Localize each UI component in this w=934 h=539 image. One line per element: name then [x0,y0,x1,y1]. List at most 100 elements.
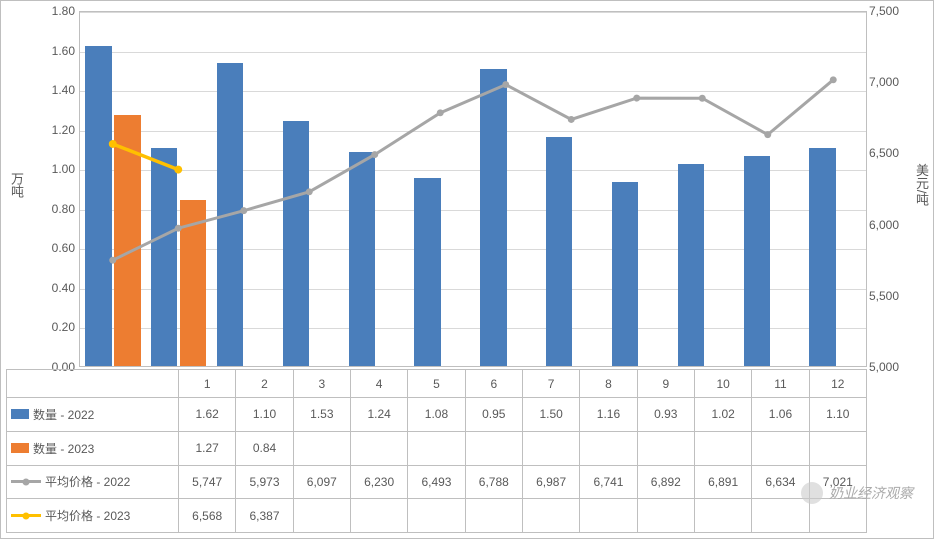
legend-cell-price2023: 平均价格 - 2023 [7,499,179,533]
right-tick: 6,500 [869,146,911,160]
data-cell: 1.24 [350,398,407,432]
data-cell [408,431,465,465]
marker-price2022 [764,131,771,138]
col-header: 11 [752,370,809,398]
col-header: 5 [408,370,465,398]
left-tick: 1.00 [33,162,75,176]
data-cell [637,431,694,465]
data-cell: 1.02 [694,398,751,432]
data-cell: 0.95 [465,398,522,432]
data-cell [752,431,809,465]
data-cell: 1.27 [179,431,236,465]
data-cell: 6,097 [293,465,350,499]
col-header: 7 [522,370,579,398]
bar-swatch-icon [11,443,29,453]
legend-header-cell [7,370,179,398]
line-overlay [80,12,866,366]
data-cell: 1.08 [408,398,465,432]
legend-cell-qty2022: 数量 - 2022 [7,398,179,432]
right-tick: 5,000 [869,360,911,374]
data-cell [694,431,751,465]
marker-price2022 [633,95,640,102]
data-cell: 5,973 [236,465,293,499]
data-cell: 1.10 [236,398,293,432]
col-header: 1 [179,370,236,398]
data-cell: 1.50 [522,398,579,432]
left-tick: 1.40 [33,83,75,97]
line-price2022 [113,80,834,260]
right-tick: 7,000 [869,75,911,89]
data-cell [809,431,866,465]
left-tick: 0.20 [33,320,75,334]
data-cell [293,499,350,533]
data-cell: 1.53 [293,398,350,432]
data-cell [293,431,350,465]
marker-price2022 [437,109,444,116]
data-cell: 6,387 [236,499,293,533]
left-tick: 1.20 [33,123,75,137]
data-cell: 6,892 [637,465,694,499]
watermark: 奶业经济观察 [801,482,913,504]
col-header: 2 [236,370,293,398]
data-cell: 6,788 [465,465,522,499]
marker-price2022 [306,188,313,195]
col-header: 3 [293,370,350,398]
marker-price2022 [175,225,182,232]
data-table: 123456789101112数量 - 20221.621.101.531.24… [6,369,867,533]
data-cell: 0.84 [236,431,293,465]
data-cell: 6,987 [522,465,579,499]
chart-container: 万吨 美元/吨 0.000.200.400.600.801.001.201.40… [0,0,934,539]
bar-swatch-icon [11,409,29,419]
left-tick: 1.60 [33,44,75,58]
col-header: 12 [809,370,866,398]
data-cell: 0.93 [637,398,694,432]
data-cell: 6,741 [580,465,637,499]
data-cell [522,499,579,533]
legend-label: 数量 - 2022 [33,406,94,423]
data-cell: 6,493 [408,465,465,499]
marker-price2022 [502,81,509,88]
line-swatch-icon [11,511,41,521]
marker-price2022 [699,95,706,102]
data-cell: 5,747 [179,465,236,499]
data-cell [408,499,465,533]
legend-cell-price2022: 平均价格 - 2022 [7,465,179,499]
right-axis-label: 美元/吨 [912,164,931,207]
col-header: 9 [637,370,694,398]
data-cell [350,499,407,533]
chart-area: 万吨 美元/吨 0.000.200.400.600.801.001.201.40… [1,1,933,369]
plot-area [79,11,867,367]
marker-price2022 [371,151,378,158]
marker-price2022 [240,207,247,214]
data-cell: 1.10 [809,398,866,432]
left-tick: 1.80 [33,4,75,18]
col-header: 6 [465,370,522,398]
data-cell [522,431,579,465]
data-cell [350,431,407,465]
data-cell: 6,230 [350,465,407,499]
legend-label: 平均价格 - 2022 [45,473,130,490]
col-header: 4 [350,370,407,398]
data-cell [580,499,637,533]
legend-label: 数量 - 2023 [33,440,94,457]
right-tick: 6,000 [869,218,911,232]
left-tick: 0.40 [33,281,75,295]
data-cell [465,431,522,465]
data-cell: 1.16 [580,398,637,432]
marker-price2023 [174,166,182,174]
line-price2023 [113,144,179,170]
data-cell: 6,568 [179,499,236,533]
data-cell [637,499,694,533]
marker-price2022 [830,76,837,83]
data-cell: 6,891 [694,465,751,499]
right-tick: 5,500 [869,289,911,303]
marker-price2023 [109,140,117,148]
legend-label: 平均价格 - 2023 [45,507,130,524]
data-cell [580,431,637,465]
marker-price2022 [109,257,116,264]
col-header: 8 [580,370,637,398]
legend-cell-qty2023: 数量 - 2023 [7,431,179,465]
data-cell [465,499,522,533]
marker-price2022 [568,116,575,123]
factory-icon [801,482,823,504]
